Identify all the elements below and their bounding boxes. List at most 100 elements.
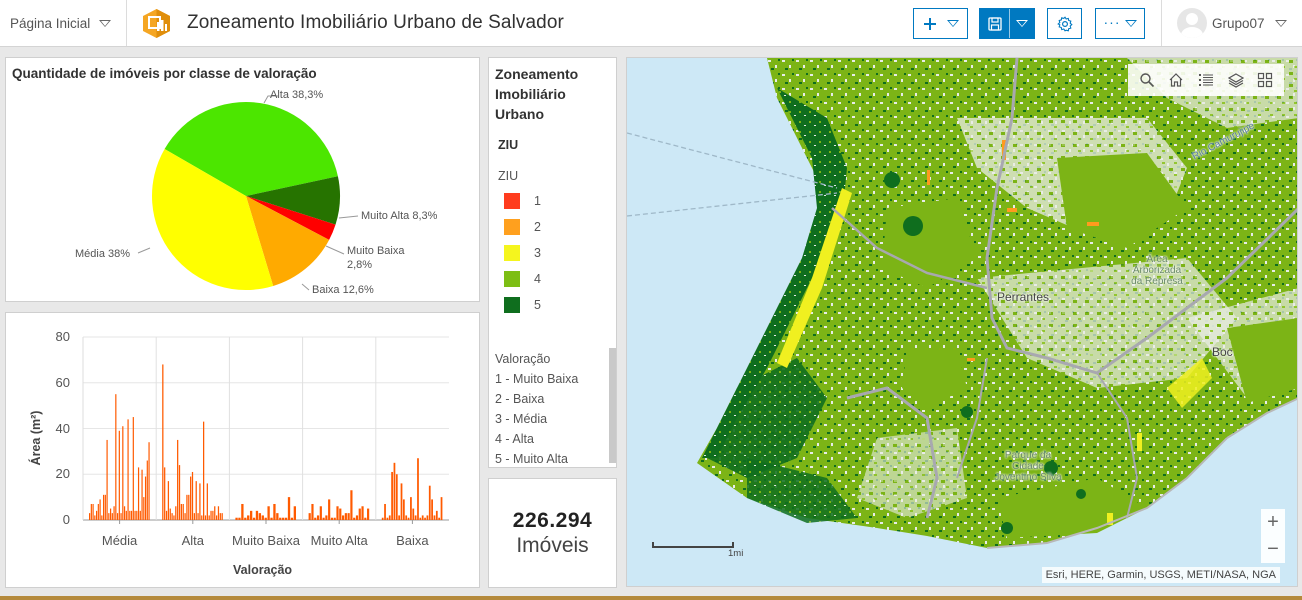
bar[interactable] (395, 474, 398, 520)
bar[interactable] (219, 513, 221, 520)
bar[interactable] (341, 515, 345, 520)
settings-button[interactable] (1047, 8, 1082, 39)
bar[interactable] (261, 515, 264, 520)
bar[interactable] (195, 481, 197, 520)
bar[interactable] (164, 467, 166, 520)
bar[interactable] (132, 417, 134, 520)
bar[interactable] (311, 503, 314, 520)
bar[interactable] (424, 517, 426, 520)
bar[interactable] (438, 517, 441, 520)
save-button[interactable] (980, 9, 1009, 38)
bar[interactable] (136, 510, 138, 520)
bar-chart[interactable] (6, 313, 481, 589)
bar[interactable] (106, 439, 108, 520)
bar[interactable] (116, 513, 119, 520)
bar[interactable] (190, 476, 192, 520)
bar[interactable] (208, 515, 210, 520)
bar[interactable] (137, 467, 140, 520)
more-options-button[interactable]: ··· (1095, 8, 1145, 39)
map-home-button[interactable] (1165, 69, 1187, 91)
bar[interactable] (431, 499, 433, 520)
bar[interactable] (405, 515, 408, 520)
bar[interactable] (267, 506, 270, 520)
bar[interactable] (293, 506, 296, 520)
bar[interactable] (426, 515, 429, 520)
bar[interactable] (113, 506, 115, 520)
bar[interactable] (127, 419, 129, 520)
bar[interactable] (92, 503, 94, 520)
bar[interactable] (350, 490, 353, 520)
bar[interactable] (419, 517, 422, 520)
bar[interactable] (167, 481, 170, 520)
bar[interactable] (214, 506, 216, 520)
pie-chart[interactable] (6, 58, 481, 303)
bar[interactable] (143, 497, 145, 520)
bar[interactable] (284, 517, 288, 520)
bar[interactable] (94, 515, 96, 520)
bar[interactable] (428, 485, 431, 520)
bar[interactable] (328, 499, 331, 520)
bar[interactable] (276, 513, 279, 520)
bar[interactable] (247, 515, 250, 520)
bar[interactable] (330, 517, 334, 520)
bar[interactable] (249, 510, 253, 520)
bar[interactable] (355, 515, 359, 520)
bar[interactable] (191, 471, 194, 520)
pie-slice-alta[interactable] (164, 102, 338, 196)
bar[interactable] (440, 497, 443, 520)
bar[interactable] (410, 497, 412, 520)
bar[interactable] (95, 510, 98, 520)
bar[interactable] (393, 462, 396, 520)
pie-slice-baixa[interactable] (246, 196, 330, 286)
bar[interactable] (325, 515, 328, 520)
bar[interactable] (381, 517, 384, 520)
bar[interactable] (244, 517, 247, 520)
bar[interactable] (386, 517, 389, 520)
bar[interactable] (264, 517, 267, 520)
bar[interactable] (182, 503, 184, 520)
bar[interactable] (339, 508, 342, 520)
bar[interactable] (407, 517, 410, 520)
map-search-button[interactable] (1136, 69, 1158, 91)
bar[interactable] (165, 510, 168, 520)
bar[interactable] (162, 364, 164, 520)
zoom-in-button[interactable]: + (1267, 511, 1279, 533)
bar[interactable] (204, 515, 207, 520)
bar[interactable] (308, 513, 311, 520)
pie-slice-média[interactable] (152, 149, 274, 290)
bar[interactable] (238, 517, 241, 520)
bar[interactable] (414, 515, 417, 520)
legend-scrollbar[interactable] (609, 348, 616, 463)
bar[interactable] (203, 421, 205, 520)
bar[interactable] (435, 510, 438, 520)
bar[interactable] (180, 503, 182, 520)
home-page-dropdown[interactable]: Página Inicial (0, 0, 127, 46)
bar[interactable] (314, 517, 317, 520)
bar[interactable] (123, 506, 126, 520)
bar[interactable] (358, 508, 361, 520)
bar[interactable] (384, 503, 386, 520)
bar[interactable] (252, 517, 256, 520)
zoom-out-button[interactable]: − (1267, 538, 1279, 560)
bar[interactable] (221, 513, 223, 520)
bar[interactable] (130, 510, 133, 520)
bar[interactable] (270, 517, 273, 520)
bar[interactable] (316, 515, 320, 520)
bar[interactable] (199, 483, 201, 520)
user-menu[interactable]: Grupo07 (1161, 0, 1302, 46)
bar[interactable] (97, 503, 99, 520)
bar[interactable] (201, 515, 203, 520)
map-layers-button[interactable] (1225, 69, 1247, 91)
bar[interactable] (108, 513, 110, 520)
bar[interactable] (398, 515, 401, 520)
bar[interactable] (171, 513, 173, 520)
map-canvas[interactable] (627, 58, 1298, 587)
bar[interactable] (282, 517, 285, 520)
bar[interactable] (118, 430, 120, 520)
bar[interactable] (361, 506, 364, 520)
bar[interactable] (89, 513, 91, 520)
bar[interactable] (206, 483, 208, 520)
bar[interactable] (109, 508, 112, 520)
bar[interactable] (210, 510, 212, 520)
bar[interactable] (99, 499, 101, 520)
